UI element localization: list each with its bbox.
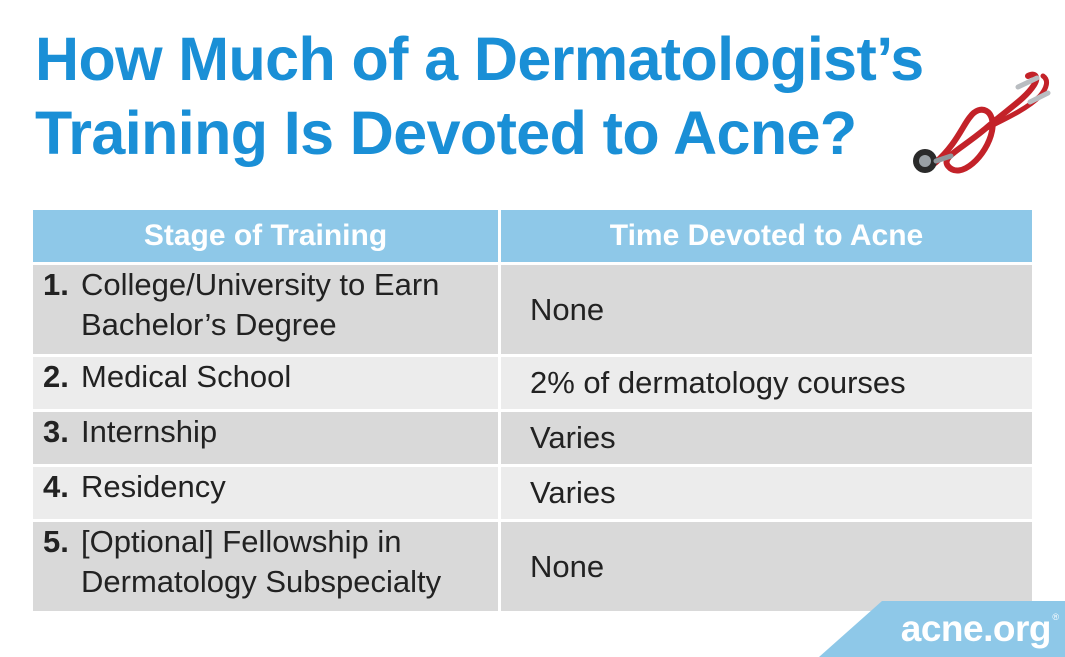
column-header-stage: Stage of Training: [33, 210, 501, 265]
registered-mark: ®: [1052, 612, 1059, 622]
stage-number: 2.: [43, 359, 69, 394]
time-cell: Varies: [501, 412, 1032, 467]
page-title: How Much of a Dermatologist’s Training I…: [35, 22, 995, 170]
time-cell: None: [501, 522, 1032, 614]
table-row: 1. College/University to Earn Bachelor’s…: [33, 265, 1032, 357]
title-line-1: How Much of a Dermatologist’s: [35, 25, 924, 93]
brand-logo: acne.org ®: [819, 601, 1065, 657]
column-header-time: Time Devoted to Acne: [501, 210, 1032, 265]
stage-label: College/University to Earn Bachelor’s De…: [81, 267, 440, 342]
brand-name: acne.org: [900, 608, 1052, 649]
stage-cell: 2. Medical School: [33, 357, 501, 412]
table-row: 2. Medical School 2% of dermatology cour…: [33, 357, 1032, 412]
stage-cell: 3. Internship: [33, 412, 501, 467]
stage-cell: 1. College/University to Earn Bachelor’s…: [33, 265, 501, 357]
brand-banner: [819, 601, 1065, 657]
title-line-2: Training Is Devoted to Acne?: [35, 99, 857, 167]
stage-number: 5.: [43, 524, 69, 559]
stethoscope-icon: [913, 71, 1051, 174]
time-cell: Varies: [501, 467, 1032, 522]
time-cell: None: [501, 265, 1032, 357]
stage-cell: 5. [Optional] Fellowship in Dermatology …: [33, 522, 501, 614]
table-row: 4. Residency Varies: [33, 467, 1032, 522]
stage-number: 3.: [43, 414, 69, 449]
stage-label: [Optional] Fellowship in Dermatology Sub…: [81, 524, 442, 599]
training-table: Stage of Training Time Devoted to Acne 1…: [33, 210, 1032, 614]
table-row: 5. [Optional] Fellowship in Dermatology …: [33, 522, 1032, 614]
time-cell: 2% of dermatology courses: [501, 357, 1032, 412]
stage-number: 1.: [43, 267, 69, 302]
stage-label: Residency: [81, 469, 226, 504]
stage-number: 4.: [43, 469, 69, 504]
stage-label: Medical School: [81, 359, 292, 394]
table-header-row: Stage of Training Time Devoted to Acne: [33, 210, 1032, 265]
table-row: 3. Internship Varies: [33, 412, 1032, 467]
stage-cell: 4. Residency: [33, 467, 501, 522]
stage-label: Internship: [81, 414, 218, 449]
